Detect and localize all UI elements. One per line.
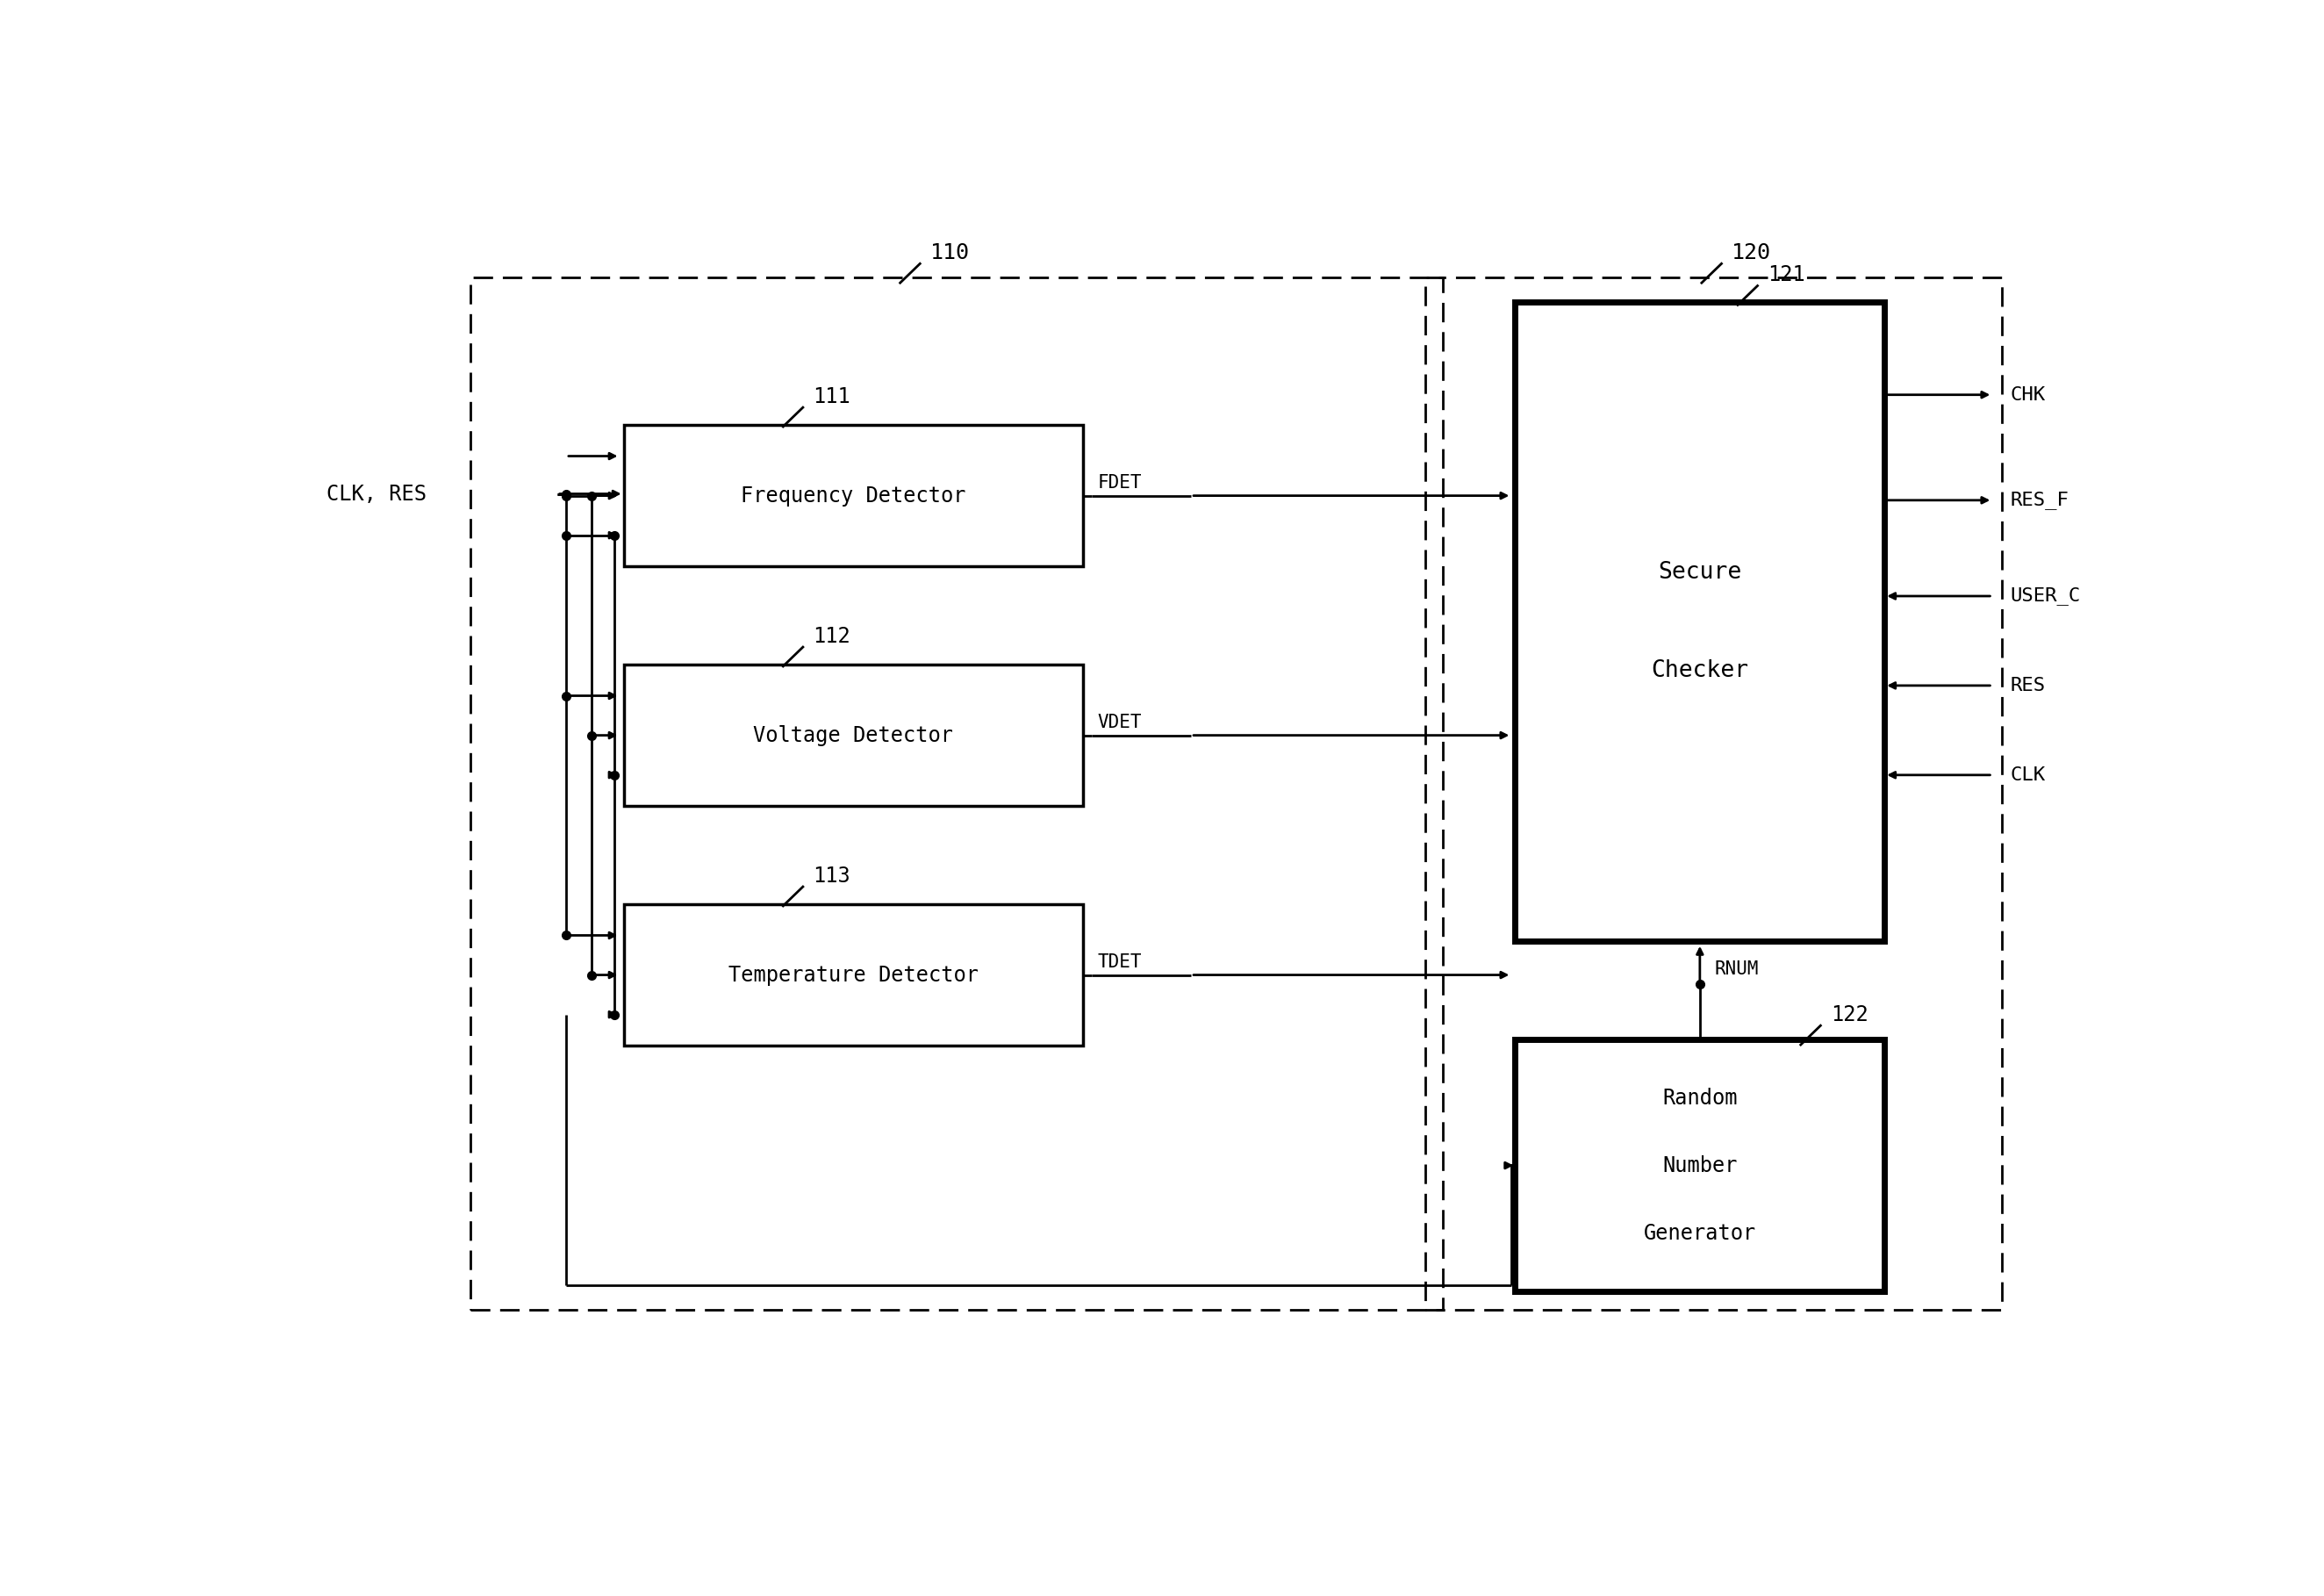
Text: 110: 110	[930, 243, 969, 263]
Text: Temperature Detector: Temperature Detector	[727, 964, 978, 985]
Text: 121: 121	[1769, 265, 1806, 286]
Text: FDET: FDET	[1097, 474, 1141, 492]
Text: CLK, RES: CLK, RES	[325, 484, 428, 504]
Text: Checker: Checker	[1650, 659, 1748, 681]
Text: 112: 112	[813, 626, 851, 646]
Text: Voltage Detector: Voltage Detector	[753, 725, 953, 745]
Text: RES: RES	[2010, 677, 2045, 694]
Text: 120: 120	[1731, 243, 1771, 263]
Text: 111: 111	[813, 386, 851, 407]
Text: Random: Random	[1662, 1087, 1738, 1108]
Bar	[1515, 302, 1885, 942]
Bar	[623, 905, 1083, 1045]
Bar	[623, 425, 1083, 567]
Text: Secure: Secure	[1657, 562, 1741, 584]
Text: Generator: Generator	[1643, 1223, 1757, 1243]
Bar	[1425, 278, 2001, 1310]
Text: TDET: TDET	[1097, 954, 1141, 972]
Bar	[1515, 1039, 1885, 1291]
Text: RNUM: RNUM	[1715, 961, 1759, 978]
Bar	[623, 664, 1083, 806]
Text: VDET: VDET	[1097, 713, 1141, 731]
Text: CLK: CLK	[2010, 766, 2045, 784]
Text: 122: 122	[1831, 1004, 1868, 1026]
Text: USER_C: USER_C	[2010, 587, 2080, 605]
Text: CHK: CHK	[2010, 386, 2045, 404]
Text: Number: Number	[1662, 1156, 1738, 1176]
Text: 113: 113	[813, 865, 851, 886]
Bar	[469, 278, 1443, 1310]
Text: RES_F: RES_F	[2010, 492, 2068, 509]
Text: Frequency Detector: Frequency Detector	[741, 485, 967, 506]
